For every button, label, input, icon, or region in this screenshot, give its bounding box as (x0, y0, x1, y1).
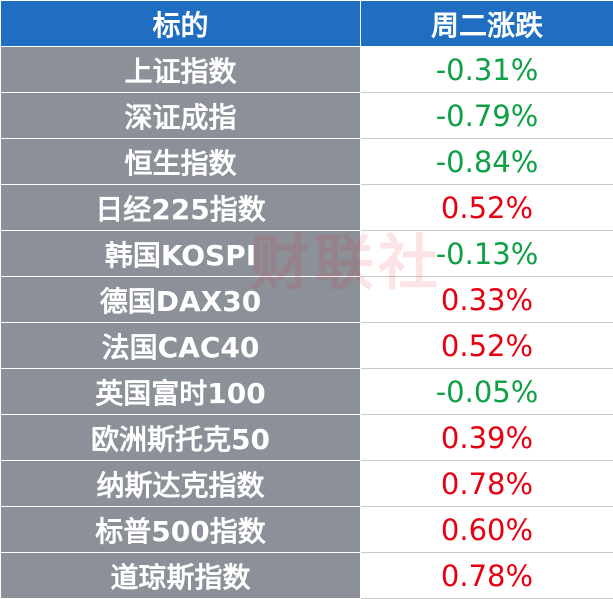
index-name: 德国DAX30 (1, 277, 361, 323)
change-value: -0.05% (361, 369, 613, 415)
index-name: 纳斯达克指数 (1, 461, 361, 507)
change-value: 0.78% (361, 461, 613, 507)
index-name: 道琼斯指数 (1, 553, 361, 599)
change-value: 0.52% (361, 185, 613, 231)
index-name: 上证指数 (1, 47, 361, 93)
screenshot: 标的 周二涨跌 上证指数-0.31%深证成指-0.79%恒生指数-0.84%日经… (0, 0, 613, 586)
change-value: -0.79% (361, 93, 613, 139)
header-row: 标的 周二涨跌 (1, 1, 613, 47)
index-name: 韩国KOSPI (1, 231, 361, 277)
table-row: 上证指数-0.31% (1, 47, 613, 93)
change-value: -0.84% (361, 139, 613, 185)
table-row: 英国富时100-0.05% (1, 369, 613, 415)
table-header: 标的 周二涨跌 (1, 1, 613, 47)
header-cell: 标的 (1, 1, 361, 47)
change-value: 0.33% (361, 277, 613, 323)
change-value: 0.52% (361, 323, 613, 369)
change-value: -0.31% (361, 47, 613, 93)
table-row: 深证成指-0.79% (1, 93, 613, 139)
index-name: 欧洲斯托克50 (1, 415, 361, 461)
index-name: 标普500指数 (1, 507, 361, 553)
index-name: 深证成指 (1, 93, 361, 139)
change-value: -0.13% (361, 231, 613, 277)
index-name: 恒生指数 (1, 139, 361, 185)
index-name: 法国CAC40 (1, 323, 361, 369)
header-cell: 周二涨跌 (361, 1, 613, 47)
index-name: 英国富时100 (1, 369, 361, 415)
change-value: 0.78% (361, 553, 613, 599)
table-row: 韩国KOSPI-0.13% (1, 231, 613, 277)
index-name: 日经225指数 (1, 185, 361, 231)
change-value: 0.60% (361, 507, 613, 553)
change-value: 0.39% (361, 415, 613, 461)
table-row: 恒生指数-0.84% (1, 139, 613, 185)
